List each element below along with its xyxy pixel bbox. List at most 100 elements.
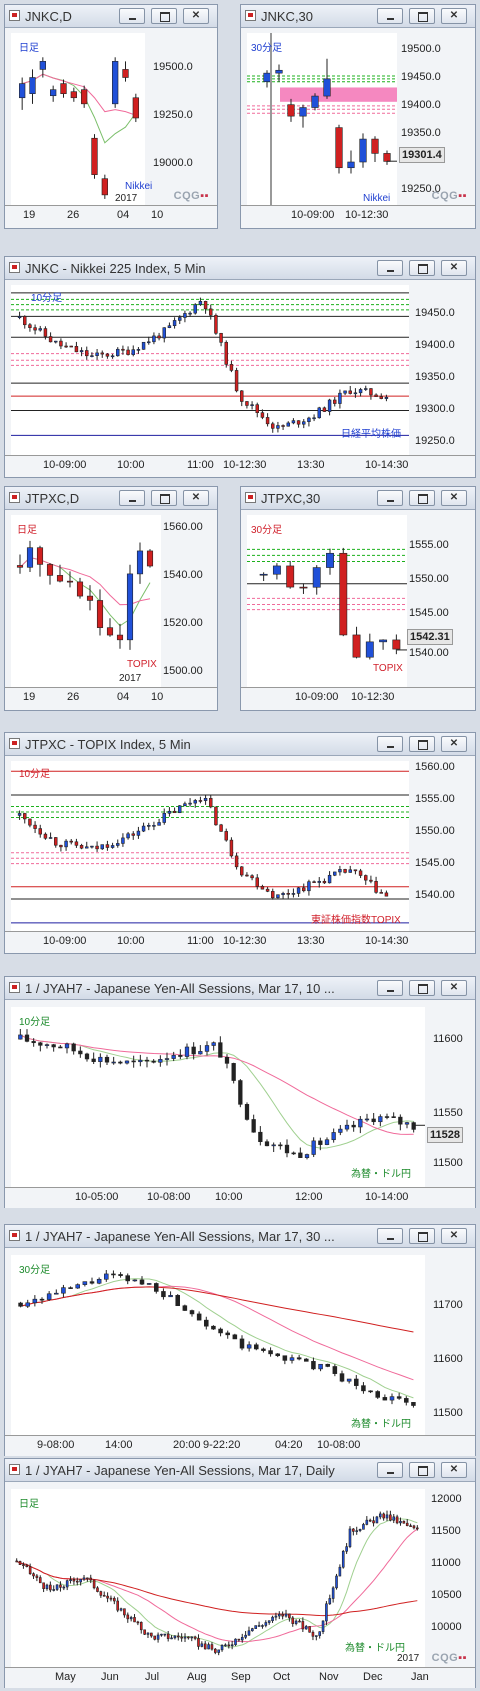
- candle-body: [395, 1516, 399, 1524]
- chart-plot-area[interactable]: 30分足 Nikkei: [247, 33, 397, 205]
- candle-body: [352, 1528, 355, 1532]
- title-bar[interactable]: 1 / JYAH7 - Japanese Yen-All Sessions, M…: [5, 977, 475, 1000]
- candle-body: [141, 341, 146, 350]
- maximize-button[interactable]: [409, 8, 435, 24]
- maximize-button[interactable]: [151, 8, 177, 24]
- candle-body: [189, 1310, 195, 1315]
- title-bar[interactable]: JTPXC,D ✕: [5, 487, 217, 510]
- title-bar[interactable]: 1 / JYAH7 - Japanese Yen-All Sessions, M…: [5, 1225, 475, 1248]
- time-axis[interactable]: 10-05:00 10-08:00 10:00 12:00 10-14:00: [5, 1187, 475, 1208]
- window-jtpxc-30min[interactable]: JTPXC,30 ✕ 30分足 TOPIX 1555.00 1550.00 15…: [240, 486, 476, 711]
- window-jyah7-10min[interactable]: 1 / JYAH7 - Japanese Yen-All Sessions, M…: [4, 976, 476, 1208]
- minimize-button[interactable]: [377, 1228, 403, 1244]
- maximize-button[interactable]: [151, 490, 177, 506]
- close-button[interactable]: ✕: [441, 980, 467, 996]
- close-button[interactable]: ✕: [441, 8, 467, 24]
- title-bar[interactable]: JNKC,D ✕: [5, 5, 217, 28]
- candle-body: [122, 69, 129, 78]
- window-jtpxc-5min[interactable]: JTPXC - TOPIX Index, 5 Min ✕ 10分足 東証株価指数…: [4, 732, 476, 954]
- period-label: 30分足: [19, 1265, 51, 1276]
- price-axis[interactable]: 19450.0 19400.0 19350.0 19300.0 19250.0: [409, 285, 473, 455]
- price-axis[interactable]: 1560.00 1540.00 1520.00 1500.00: [161, 515, 215, 687]
- time-axis[interactable]: 19 26 04 10: [5, 205, 217, 226]
- chart-plot-area[interactable]: 30分足 TOPIX: [247, 515, 407, 687]
- minimize-button[interactable]: [377, 1462, 403, 1478]
- x-tick: 10-09:00: [43, 935, 87, 947]
- maximize-button[interactable]: [409, 980, 435, 996]
- candle-body: [299, 107, 307, 117]
- chart-plot-area[interactable]: 10分足 日経平均株価: [11, 285, 409, 455]
- time-axis[interactable]: May Jun Jul Aug Sep Oct Nov Dec Jan: [5, 1667, 475, 1688]
- minimize-button[interactable]: [377, 980, 403, 996]
- maximize-button[interactable]: [409, 1228, 435, 1244]
- minimize-button[interactable]: [377, 260, 403, 276]
- window-jtpxc-daily[interactable]: JTPXC,D ✕ 日足 TOPIX 2017 1560.00 1540.00 …: [4, 486, 218, 711]
- time-axis[interactable]: 10-09:00 10:00 11:00 10-12:30 13:30 10-1…: [5, 931, 475, 952]
- window-jnkc-daily[interactable]: JNKC,D ✕ 日足 Nikkei 2017 19500.0 19250.0 …: [4, 4, 218, 229]
- candle-body: [68, 1287, 73, 1289]
- candle-body: [28, 324, 32, 328]
- title-bar[interactable]: 1 / JYAH7 - Japanese Yen-All Sessions, M…: [5, 1459, 475, 1482]
- close-button[interactable]: ✕: [441, 1228, 467, 1244]
- window-jyah7-daily[interactable]: 1 / JYAH7 - Japanese Yen-All Sessions, M…: [4, 1458, 476, 1688]
- candle-body: [378, 1116, 383, 1123]
- minimize-button[interactable]: [377, 490, 403, 506]
- maximize-button[interactable]: [409, 1462, 435, 1478]
- candle-body: [271, 1616, 274, 1622]
- candle-body: [54, 1292, 59, 1295]
- window-jnkc-5min[interactable]: JNKC - Nikkei 225 Index, 5 Min ✕ 10分足 日経…: [4, 256, 476, 478]
- minimize-button[interactable]: [119, 490, 145, 506]
- chart-plot-area[interactable]: 10分足 東証株価指数TOPIX: [11, 761, 409, 931]
- time-axis[interactable]: 19 26 04 10: [5, 687, 217, 708]
- price-axis[interactable]: 11600 11550 11528 11500: [425, 1007, 473, 1187]
- y-tick: 1545.00: [409, 607, 449, 619]
- time-axis[interactable]: 10-09:00 10-12:30: [241, 205, 475, 226]
- window-jnkc-30min[interactable]: JNKC,30 ✕ 30分足 Nikkei 19500.0 19450.0 19…: [240, 4, 476, 229]
- close-button[interactable]: ✕: [441, 490, 467, 506]
- price-axis[interactable]: 1560.00 1555.00 1550.00 1545.00 1540.00: [409, 761, 473, 931]
- close-button[interactable]: ✕: [441, 736, 467, 752]
- candle-body: [17, 813, 22, 816]
- candle-body: [264, 1141, 270, 1147]
- maximize-button[interactable]: [409, 490, 435, 506]
- candle-body: [153, 1635, 157, 1640]
- time-axis[interactable]: 10-09:00 10:00 11:00 10-12:30 13:30 10-1…: [5, 455, 475, 476]
- close-button[interactable]: ✕: [441, 1462, 467, 1478]
- price-chart: [16, 540, 154, 650]
- candle-body: [277, 1613, 281, 1617]
- minimize-button[interactable]: [377, 736, 403, 752]
- candle-body: [379, 639, 388, 643]
- window-title: JTPXC,D: [25, 491, 80, 506]
- title-bar[interactable]: JTPXC - TOPIX Index, 5 Min ✕: [5, 733, 475, 756]
- maximize-button[interactable]: [409, 260, 435, 276]
- price-axis[interactable]: 11700 11600 11500: [425, 1255, 473, 1435]
- price-axis[interactable]: 19500.0 19450.0 19400.0 19350.0 19301.4 …: [397, 33, 473, 205]
- price-axis[interactable]: 19500.0 19250.0 19000.0 CQG▪▪: [145, 33, 215, 205]
- time-axis[interactable]: 10-09:00 10-12:30: [241, 687, 475, 708]
- maximize-button[interactable]: [409, 736, 435, 752]
- candle-body: [188, 312, 192, 315]
- candle-body: [339, 1373, 345, 1382]
- candle-body: [90, 845, 94, 848]
- window-title: 1 / JYAH7 - Japanese Yen-All Sessions, M…: [25, 1463, 335, 1478]
- close-button[interactable]: ✕: [183, 8, 209, 24]
- time-axis[interactable]: 9-08:00 14:00 20:00 9-22:20 04:20 10-08:…: [5, 1435, 475, 1456]
- chart-plot-area[interactable]: 10分足 為替・ドル円: [11, 1007, 425, 1187]
- close-button[interactable]: ✕: [441, 260, 467, 276]
- minimize-button[interactable]: [119, 8, 145, 24]
- chart-plot-area[interactable]: 30分足 為替・ドル円: [11, 1255, 425, 1435]
- minimize-button[interactable]: [377, 8, 403, 24]
- chart-plot-area[interactable]: 日足 為替・ドル円 2017: [11, 1489, 425, 1667]
- candle-body: [32, 1298, 38, 1304]
- title-bar[interactable]: JNKC - Nikkei 225 Index, 5 Min ✕: [5, 257, 475, 280]
- title-bar[interactable]: JTPXC,30 ✕: [241, 487, 475, 510]
- candle-body: [46, 1293, 52, 1300]
- price-axis[interactable]: 1555.00 1550.00 1545.00 1542.31 1540.00: [407, 515, 473, 687]
- candle-body: [203, 301, 208, 310]
- window-jyah7-30min[interactable]: 1 / JYAH7 - Japanese Yen-All Sessions, M…: [4, 1224, 476, 1456]
- close-button[interactable]: ✕: [183, 490, 209, 506]
- price-axis[interactable]: 12000 11500 11000 10500 10000 CQG▪▪: [425, 1489, 473, 1667]
- title-bar[interactable]: JNKC,30 ✕: [241, 5, 475, 28]
- chart-plot-area[interactable]: 日足 TOPIX 2017: [11, 515, 161, 687]
- chart-plot-area[interactable]: 日足 Nikkei 2017: [11, 33, 152, 205]
